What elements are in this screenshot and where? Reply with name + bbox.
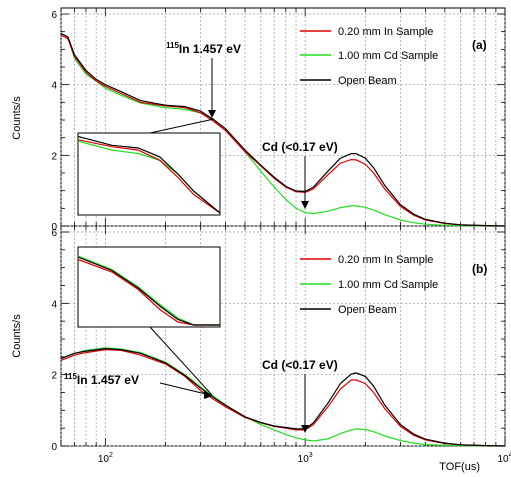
- legend-b-item-1: 1.00 mm Cd Sample: [338, 279, 438, 291]
- x-tick-label: 104: [497, 452, 511, 465]
- series-line-1-1: [60, 347, 505, 447]
- series-line-0-1: [60, 32, 505, 227]
- panel-b-in-arrowhead: [204, 391, 212, 399]
- series-line-1-2: [60, 347, 506, 447]
- inset-series-0-2: [77, 135, 221, 214]
- y-tick-label: 2: [51, 371, 57, 382]
- panel-a-series: [60, 32, 506, 227]
- x-axis-label: TOF(us): [439, 461, 480, 473]
- x-tick-label-base: 10: [298, 454, 310, 465]
- panel-b-label: (b): [472, 262, 487, 276]
- legend-b-item-2: Open Beam: [338, 304, 397, 316]
- panel-b-in-arrow: [159, 382, 211, 396]
- panel-a-in-annotation-text: In 1.457 eV: [179, 42, 241, 56]
- panel-a-y-axis-label: Counts/s: [11, 96, 23, 140]
- x-tick-label-exponent: 2: [109, 452, 113, 459]
- panel-a-legend: 0.20 mm In Sample 1.00 mm Cd Sample Open…: [300, 26, 438, 87]
- panel-b-series: [60, 347, 506, 447]
- panel-a-inset: [77, 132, 221, 216]
- panel-a-in-annotation-sup: 115: [166, 41, 179, 50]
- x-tick-label-exponent: 4: [509, 452, 511, 459]
- x-tick-label-base: 10: [98, 454, 110, 465]
- y-tick-label: 4: [51, 81, 57, 92]
- y-tick-label: 2: [51, 151, 57, 162]
- panel-b-y-axis-label: Counts/s: [11, 314, 23, 358]
- panel-a-cd-annotation: Cd (<0.17 eV): [262, 140, 338, 154]
- inset-series-1-2: [77, 256, 220, 326]
- panel-a-in-annotation: 115In 1.457 eV: [166, 41, 241, 56]
- panel-b-cd-arrowhead: [301, 425, 309, 433]
- panel-b-in-annotation-text: In 1.457 eV: [77, 373, 139, 387]
- panel-a-inset-series: [77, 135, 221, 214]
- grid-layer: [60, 8, 506, 447]
- x-tick-label-base: 10: [497, 454, 509, 465]
- panel-b-inset: [77, 246, 221, 328]
- panel-b-inset-series: [77, 255, 220, 326]
- y-tick-label: 4: [51, 299, 57, 310]
- panel-b-cd-annotation: Cd (<0.17 eV): [262, 358, 338, 372]
- panel-b-inset-pointer: [149, 326, 213, 396]
- y-tick-label: 6: [51, 10, 57, 21]
- series-line-0-2: [60, 32, 506, 227]
- inset-series-0-0: [77, 139, 221, 214]
- legend-a-item-2: Open Beam: [338, 75, 397, 87]
- panel-b-in-annotation: 115In 1.457 eV: [64, 372, 139, 387]
- panel-a-label: (a): [472, 38, 487, 52]
- series-line-1-0: [60, 349, 506, 447]
- y-tick-label: 0: [51, 222, 57, 233]
- legend-a-item-1: 1.00 mm Cd Sample: [338, 50, 438, 62]
- y-tick-label: 6: [51, 228, 57, 239]
- y-tick-label: 0: [51, 442, 57, 453]
- legend-a-item-0: 0.20 mm In Sample: [338, 26, 433, 38]
- legend-b-item-0: 0.20 mm In Sample: [338, 254, 433, 266]
- x-tick-label: 102: [98, 452, 113, 465]
- panel-b-legend: 0.20 mm In Sample 1.00 mm Cd Sample Open…: [300, 254, 438, 316]
- panel-a-in-arrowhead: [208, 110, 216, 118]
- panel-b-in-annotation-sup: 115: [64, 372, 77, 381]
- series-line-0-0: [60, 34, 506, 227]
- x-tick-label: 103: [298, 452, 313, 465]
- panel-a-cd-arrowhead: [301, 201, 309, 209]
- panel-a-inset-pointer: [149, 118, 215, 134]
- x-tick-label-exponent: 3: [309, 452, 313, 459]
